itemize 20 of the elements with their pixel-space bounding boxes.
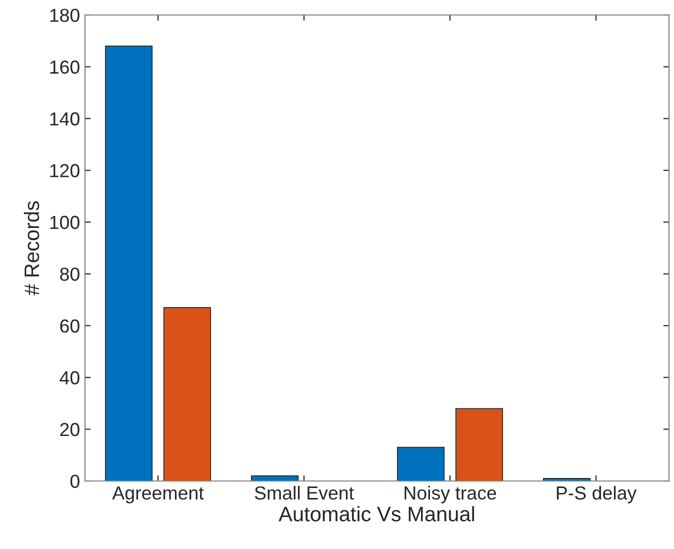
y-tick-label: 80 bbox=[60, 268, 80, 281]
x-axis-title: Automatic Vs Manual bbox=[278, 506, 474, 522]
y-tick-label: 60 bbox=[60, 319, 80, 333]
y-axis-title: # Records bbox=[24, 201, 40, 296]
y-tick-label: 0 bbox=[70, 474, 80, 488]
x-tick-label: Agreement bbox=[112, 486, 204, 504]
bar bbox=[163, 307, 211, 481]
bar bbox=[397, 446, 445, 481]
x-tick-label: Small Event bbox=[254, 486, 354, 500]
x-tick-label: P-S delay bbox=[556, 486, 637, 504]
bar bbox=[455, 408, 503, 481]
y-tick-label: 20 bbox=[60, 422, 80, 436]
y-tick-label: 180 bbox=[50, 8, 80, 22]
y-tick-label: 100 bbox=[50, 216, 80, 230]
bar bbox=[105, 46, 153, 481]
y-tick-label: 120 bbox=[50, 164, 80, 178]
y-tick-label: 140 bbox=[50, 112, 80, 126]
y-tick-label: 40 bbox=[60, 371, 80, 384]
y-tick-label: 160 bbox=[50, 60, 80, 74]
x-tick-label: Noisy trace bbox=[404, 486, 496, 504]
